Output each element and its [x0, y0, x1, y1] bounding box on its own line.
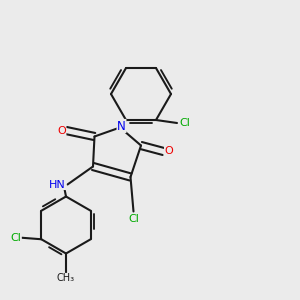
Text: Cl: Cl	[11, 233, 21, 243]
Text: O: O	[164, 146, 173, 157]
Text: HN: HN	[49, 179, 66, 190]
Text: O: O	[57, 125, 66, 136]
Text: Cl: Cl	[128, 214, 139, 224]
Text: Cl: Cl	[179, 118, 190, 128]
Text: N: N	[117, 119, 126, 133]
Text: CH₃: CH₃	[57, 273, 75, 284]
